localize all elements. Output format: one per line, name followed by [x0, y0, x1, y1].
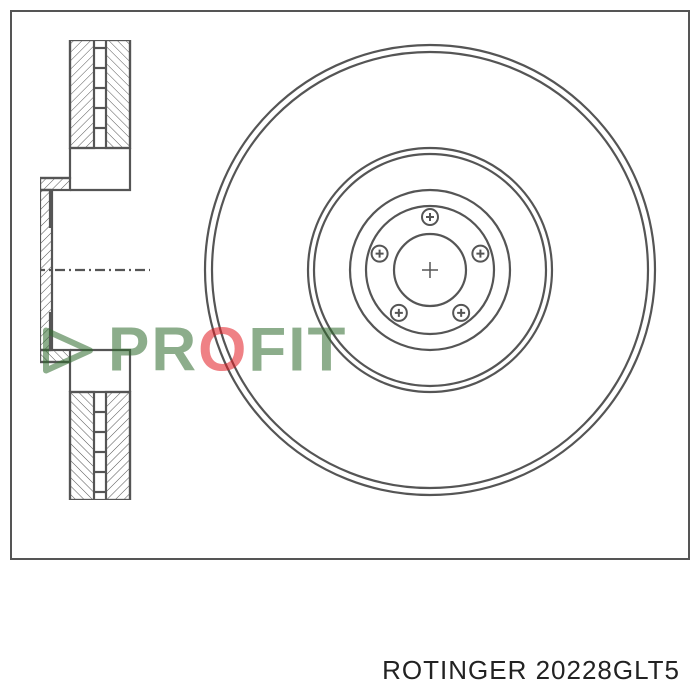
diagram-canvas: PROFIT ROTINGER 20228GLT5 [0, 0, 700, 700]
footer: ROTINGER 20228GLT5 [382, 655, 680, 686]
wm-p2: FIT [248, 316, 347, 385]
footer-brand: ROTINGER [382, 655, 527, 685]
footer-part-number: 20228GLT5 [536, 655, 680, 685]
watermark-logo-icon [40, 322, 96, 378]
disc-side-view [40, 40, 160, 500]
wm-o: O [198, 316, 248, 385]
watermark: PROFIT [40, 315, 347, 386]
watermark-text: PROFIT [108, 315, 347, 386]
wm-p1: PR [108, 316, 198, 385]
disc-face-view [200, 40, 660, 500]
